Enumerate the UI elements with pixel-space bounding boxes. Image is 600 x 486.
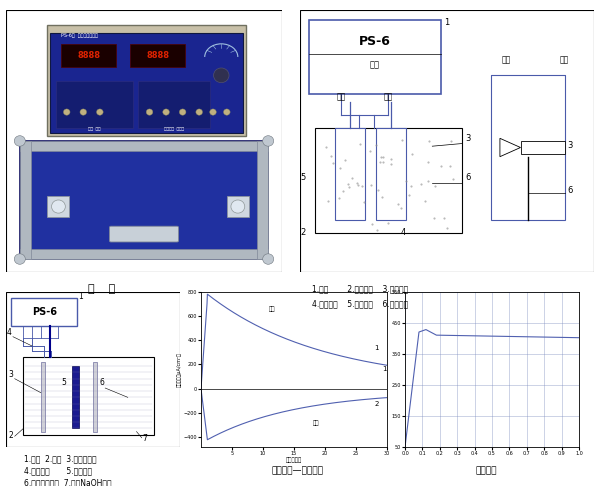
Text: 参比: 参比 (370, 60, 380, 69)
Text: 6: 6 (568, 187, 573, 195)
Bar (61, 44, 116, 68)
Circle shape (64, 109, 70, 115)
Bar (93, 362, 97, 432)
Text: 8888: 8888 (77, 51, 100, 60)
Bar (50, 34, 244, 133)
Bar (11, 298, 77, 326)
Bar (47, 25, 246, 136)
Text: 电流电位—时间曲线: 电流电位—时间曲线 (271, 467, 323, 476)
Bar (23, 357, 154, 434)
Text: 试验曲线: 试验曲线 (475, 467, 497, 476)
Bar (20, 141, 31, 259)
Text: 5: 5 (61, 378, 66, 387)
Text: 4.新拌砂浆    5.钢筋电极    6.钢筋阻极: 4.新拌砂浆 5.钢筋电极 6.钢筋阻极 (312, 299, 408, 308)
Text: 1: 1 (382, 366, 386, 372)
Text: 1.主机        2.硬塑料模    3.甘汞电极: 1.主机 2.硬塑料模 3.甘汞电极 (447, 403, 536, 410)
Bar (41, 362, 45, 432)
Bar (521, 141, 565, 154)
Circle shape (14, 136, 25, 146)
Text: 4: 4 (7, 328, 12, 337)
Bar (56, 81, 133, 128)
Text: 1.主机        2.硬塑料模    3.甘汞电极: 1.主机 2.硬塑料模 3.甘汞电极 (312, 284, 408, 294)
Circle shape (214, 68, 229, 83)
Text: 3: 3 (465, 134, 470, 143)
Text: 8888: 8888 (146, 51, 169, 60)
Text: 7: 7 (143, 434, 148, 443)
Text: 辅助: 辅助 (337, 92, 346, 101)
Bar (20, 248, 268, 259)
Text: 2: 2 (9, 431, 14, 440)
Bar (130, 44, 185, 68)
Circle shape (179, 109, 186, 115)
Text: 1.主机  2.烧杯  3.有机玻璃盖: 1.主机 2.烧杯 3.有机玻璃盖 (24, 454, 97, 464)
Bar (72, 366, 79, 429)
Bar (309, 20, 441, 94)
Text: 3: 3 (568, 140, 573, 150)
FancyBboxPatch shape (110, 226, 179, 242)
Text: 2: 2 (374, 401, 379, 407)
Text: PS-6型  钢筋锈蚀检测仪: PS-6型 钢筋锈蚀检测仪 (61, 34, 98, 38)
Bar (491, 75, 565, 220)
Text: 6: 6 (99, 378, 104, 387)
Text: 参比: 参比 (560, 55, 569, 64)
Text: 5: 5 (301, 174, 305, 182)
Text: 主    机: 主 机 (130, 293, 158, 303)
Bar (20, 141, 268, 259)
Circle shape (80, 109, 86, 115)
Text: 1: 1 (79, 293, 83, 301)
Text: 积分时间  电流量: 积分时间 电流量 (164, 127, 184, 131)
Text: 研究: 研究 (383, 92, 393, 101)
Text: 6: 6 (465, 174, 470, 182)
Text: 1: 1 (374, 345, 379, 351)
Bar (227, 196, 249, 217)
Bar (314, 128, 462, 233)
Text: 4: 4 (400, 228, 406, 238)
Circle shape (263, 136, 274, 146)
Text: 4.不锈钢片       5.甘汞电极: 4.不锈钢片 5.甘汞电极 (24, 467, 92, 476)
Circle shape (14, 254, 25, 264)
Text: 6.硬化砂浆电极  7.饱和NaOH溶液: 6.硬化砂浆电极 7.饱和NaOH溶液 (24, 479, 112, 486)
Circle shape (263, 254, 274, 264)
Text: 光亮: 光亮 (269, 307, 276, 312)
Bar (376, 128, 406, 220)
Circle shape (231, 200, 245, 213)
Circle shape (52, 200, 65, 213)
X-axis label: 时间（分）: 时间（分） (286, 458, 302, 463)
Polygon shape (500, 139, 521, 156)
Text: 电位  电流: 电位 电流 (88, 127, 101, 131)
Text: PS-6: PS-6 (359, 35, 391, 48)
Text: 3: 3 (9, 370, 14, 379)
Circle shape (196, 109, 203, 115)
Circle shape (163, 109, 169, 115)
Bar (257, 141, 268, 259)
Text: 主    机: 主 机 (88, 284, 116, 295)
Circle shape (97, 109, 103, 115)
Bar (139, 81, 210, 128)
Bar (20, 141, 268, 152)
Text: 研究: 研究 (501, 55, 511, 64)
Circle shape (146, 109, 153, 115)
Y-axis label: 电流密度（μA/cm²）: 电流密度（μA/cm²） (177, 352, 182, 387)
Text: 1: 1 (445, 18, 449, 28)
Text: PS-6: PS-6 (32, 307, 57, 317)
Circle shape (223, 109, 230, 115)
Text: 锈蚀: 锈蚀 (313, 420, 319, 426)
Text: 2: 2 (301, 228, 305, 238)
Bar (335, 128, 365, 220)
Circle shape (209, 109, 217, 115)
Bar (47, 196, 70, 217)
